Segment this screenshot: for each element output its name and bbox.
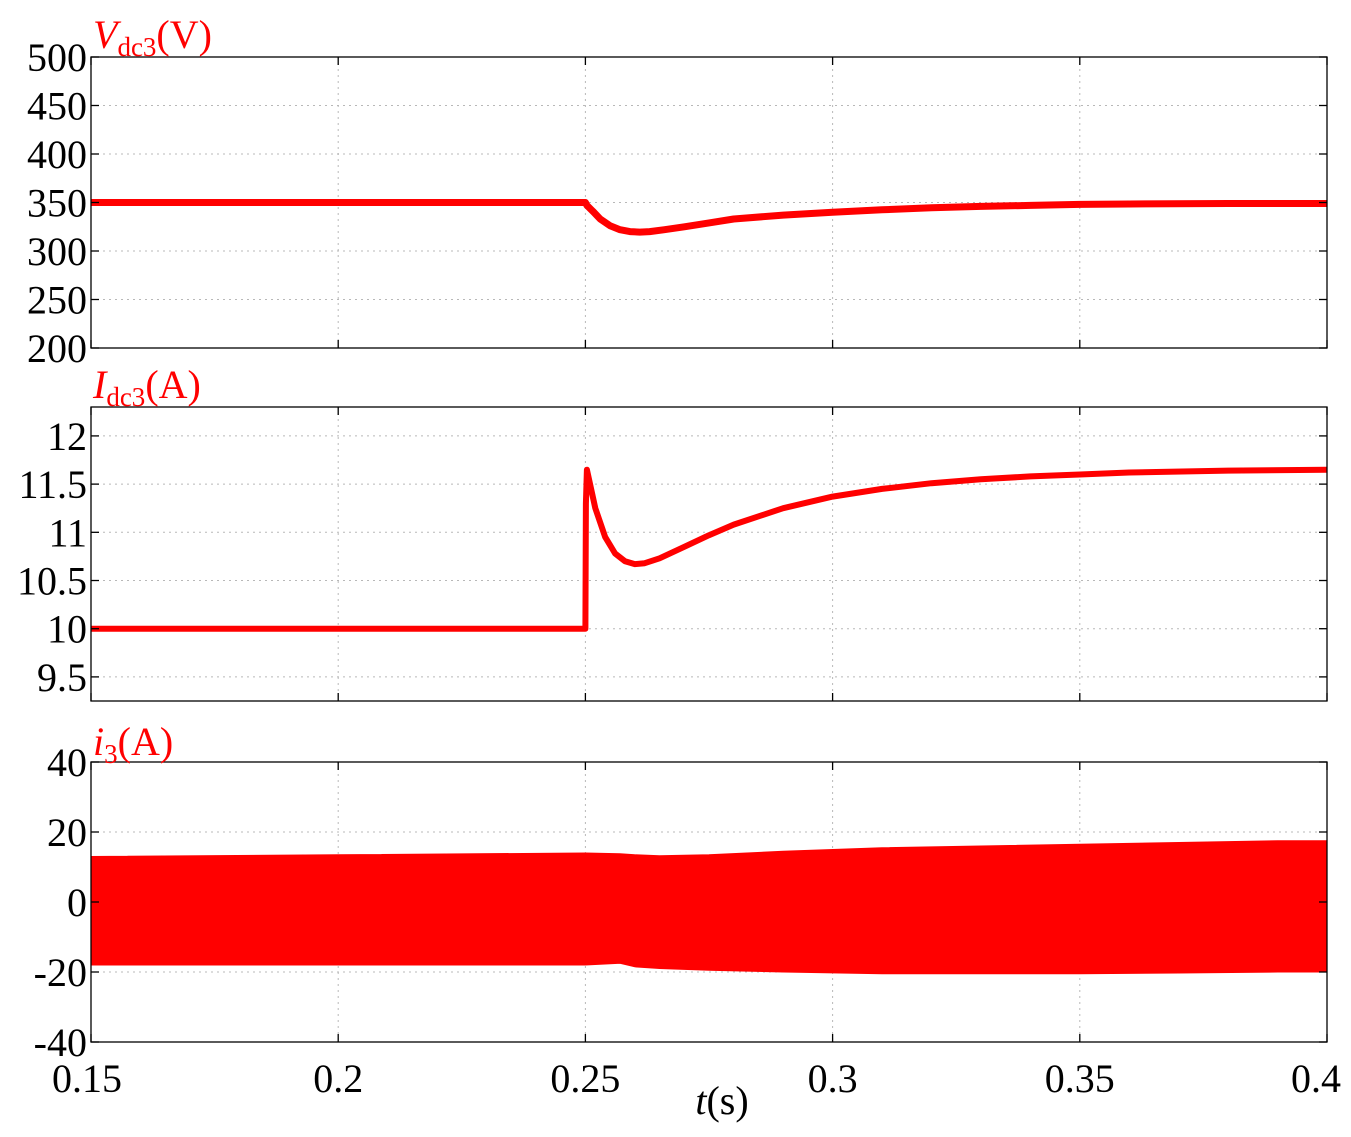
x-tick-labels: 0.15 0.2 0.25 0.3 0.35 0.4: [52, 1056, 1341, 1101]
idc3-y-tick-label: 12: [47, 414, 87, 459]
idc3-y-tick-label: 10.5: [17, 559, 87, 604]
i3-y-tick-label: 40: [47, 740, 87, 785]
idc3-title-symbol: I: [92, 362, 108, 407]
i3-panel-title: i3(A): [93, 719, 173, 769]
x-axis-title-unit: (s): [706, 1078, 748, 1123]
vdc3-series-line: [91, 199, 1327, 236]
vdc3-y-tick-label: 350: [27, 181, 87, 226]
idc3-title-unit: (A): [145, 362, 201, 407]
x-tick-label: 0.15: [52, 1056, 122, 1101]
idc3-plot-frame: [90, 406, 1328, 702]
i3-title-subscript: 3: [104, 739, 118, 769]
vdc3-y-tick-label: 450: [27, 84, 87, 129]
vdc3-title-symbol: V: [93, 12, 122, 57]
vdc3-title-unit: (V): [156, 12, 212, 57]
idc3-title-subscript: dc3: [106, 382, 145, 412]
x-axis-title-symbol: t: [695, 1078, 707, 1123]
vdc3-panel-title: Vdc3(V): [93, 12, 212, 62]
i3-y-tick-label: 0: [67, 880, 87, 925]
i3-title-symbol: i: [93, 719, 104, 764]
idc3-series-line: [91, 466, 1328, 632]
x-tick-label: 0.35: [1045, 1056, 1115, 1101]
vdc3-y-tick-label: 200: [27, 326, 87, 371]
x-axis-title: t(s): [695, 1078, 748, 1123]
x-tick-label: 0.3: [808, 1056, 858, 1101]
idc3-y-tick-label: 9.5: [37, 655, 87, 700]
vdc3-y-tick-label: 250: [27, 278, 87, 323]
i3-title-unit: (A): [118, 719, 174, 764]
x-tick-label: 0.2: [313, 1056, 363, 1101]
idc3-y-tick-label: 11.5: [18, 462, 87, 507]
idc3-panel-title: Idc3(A): [92, 362, 201, 412]
i3-y-tick-label: -20: [34, 950, 87, 995]
vdc3-y-tick-label: 400: [27, 132, 87, 177]
i3-ticks: -40 -20 0 20 40: [34, 740, 1328, 1065]
i3-panel: -40 -20 0 20 40 i3(A): [34, 719, 1328, 1065]
x-tick-label: 0.4: [1291, 1056, 1341, 1101]
i3-y-tick-label: -40: [34, 1020, 87, 1065]
idc3-y-tick-label: 11: [48, 510, 87, 555]
vdc3-y-tick-label: 300: [27, 229, 87, 274]
idc3-y-tick-label: 10: [47, 607, 87, 652]
i3-series-envelope: [90, 840, 1328, 975]
vdc3-title-subscript: dc3: [117, 32, 156, 62]
idc3-grid: [91, 407, 1327, 701]
vdc3-y-tick-label: 500: [27, 35, 87, 80]
x-tick-label: 0.25: [550, 1056, 620, 1101]
i3-y-tick-label: 20: [47, 810, 87, 855]
